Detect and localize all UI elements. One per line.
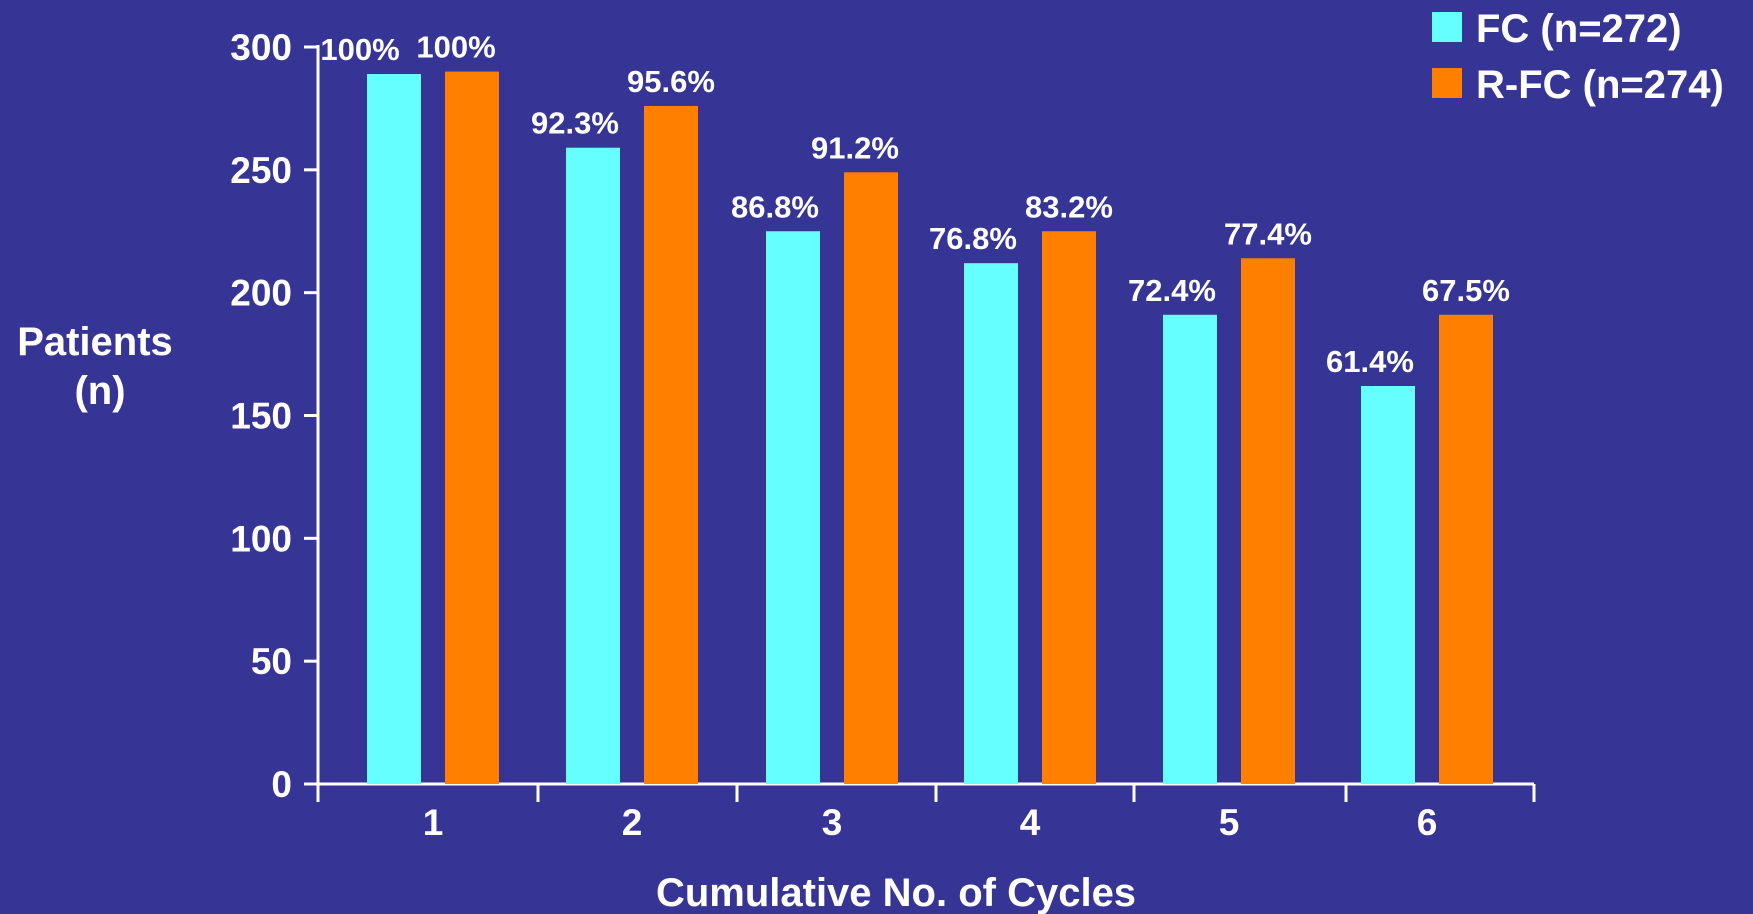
legend-swatch-fc <box>1432 12 1462 42</box>
bar-fc <box>964 263 1018 785</box>
x-axis-title: Cumulative No. of Cycles <box>656 871 1136 914</box>
legend-label-fc: FC (n=272) <box>1476 7 1682 51</box>
data-label-fc: 100% <box>320 32 399 67</box>
data-label-rfc: 77.4% <box>1224 216 1312 251</box>
y-tick-label: 150 <box>230 396 292 437</box>
bar-rfc <box>644 105 698 784</box>
bar-fc <box>1361 386 1415 784</box>
legend-label-rfc: R-FC (n=274) <box>1476 63 1724 107</box>
data-label-fc: 86.8% <box>731 189 819 224</box>
bar-fc <box>1163 314 1217 784</box>
data-label-rfc: 91.2% <box>811 130 899 165</box>
bar-fc <box>766 231 820 784</box>
x-tick-label: 6 <box>1417 802 1438 843</box>
bars <box>367 71 1493 785</box>
y-axis: 0 50 100 150 200 250 300 <box>230 27 320 805</box>
bar-fc <box>566 147 620 784</box>
x-tick-label: 2 <box>622 802 643 843</box>
y-tick-label: 100 <box>230 518 292 559</box>
bar-rfc <box>1241 258 1295 785</box>
y-tick-label: 0 <box>271 764 292 805</box>
bar-fc <box>367 74 421 785</box>
bar-rfc <box>1042 231 1096 784</box>
data-label-rfc: 95.6% <box>627 64 715 99</box>
x-axis: 1 2 3 4 5 6 <box>316 782 1536 843</box>
y-tick-label: 250 <box>230 150 292 191</box>
y-axis-title-line-2: (n) <box>74 369 125 413</box>
y-tick-label: 200 <box>230 273 292 314</box>
legend: FC (n=272) R-FC (n=274) <box>1432 7 1724 107</box>
y-axis-title-line-1: Patients <box>17 320 173 364</box>
x-tick-label: 4 <box>1020 802 1041 843</box>
data-label-fc: 76.8% <box>929 221 1017 256</box>
legend-swatch-rfc <box>1432 68 1462 98</box>
x-tick-label: 5 <box>1219 802 1240 843</box>
y-tick-label: 300 <box>230 27 292 68</box>
bar-rfc <box>1439 314 1493 784</box>
data-label-rfc: 100% <box>416 30 495 65</box>
x-tick-label: 1 <box>423 802 444 843</box>
data-label-fc: 92.3% <box>531 106 619 141</box>
bar-rfc <box>844 172 898 785</box>
y-tick-label: 50 <box>251 641 292 682</box>
data-label-rfc: 67.5% <box>1422 273 1510 308</box>
data-labels: 100% 92.3% 86.8% 76.8% 72.4% 61.4% 100% 95.6% 91… <box>320 30 1510 379</box>
data-label-fc: 61.4% <box>1326 344 1414 379</box>
data-label-rfc: 83.2% <box>1025 189 1113 224</box>
data-label-fc: 72.4% <box>1128 273 1216 308</box>
bar-rfc <box>445 71 499 785</box>
x-tick-label: 3 <box>822 802 843 843</box>
